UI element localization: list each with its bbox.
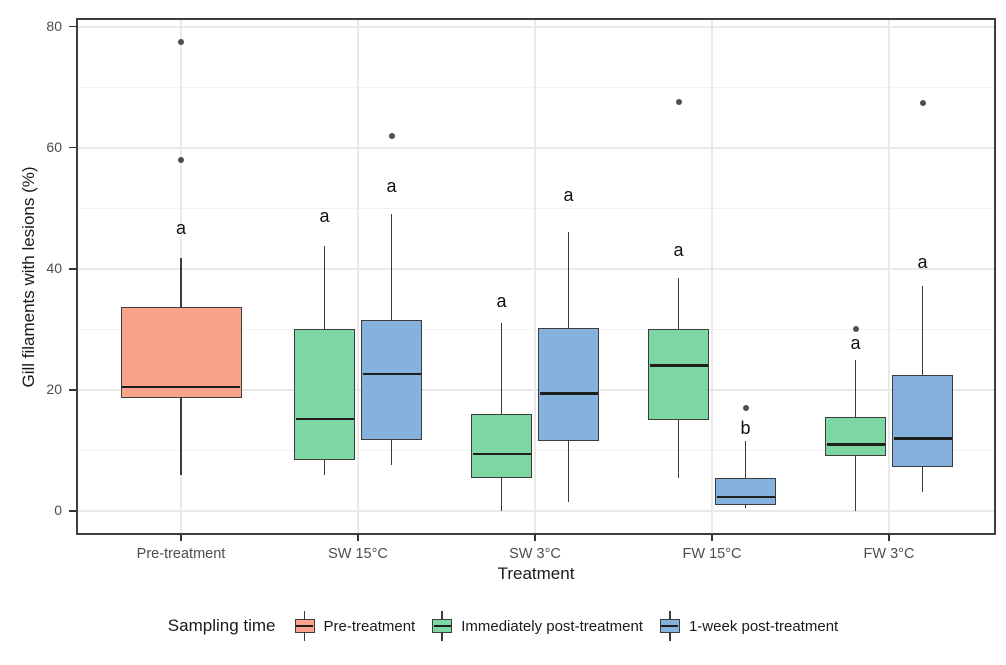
significance-letter: a [563, 185, 574, 206]
outlier-point [178, 38, 184, 45]
legend-key-boxplot-icon [294, 611, 316, 641]
y-tick-label: 0 [54, 502, 62, 518]
legend-key-median [661, 625, 679, 627]
significance-letter: a [386, 176, 397, 196]
outlier-point [675, 99, 682, 106]
box [892, 374, 953, 468]
box-median [295, 417, 354, 421]
outlier-point [852, 326, 859, 333]
box-median [539, 392, 598, 395]
legend-item: 1-week post-treatment [659, 611, 838, 641]
box [715, 478, 776, 505]
box-median [122, 385, 240, 389]
legend-item: Immediately post-treatment [431, 611, 643, 641]
x-tick [888, 535, 890, 541]
box-median [716, 495, 775, 499]
x-tick [357, 535, 359, 541]
x-tick-label: SW 15°C [328, 546, 388, 562]
box-whisker [744, 441, 747, 508]
box [471, 414, 532, 478]
gridline-minor [76, 207, 996, 209]
x-tick-label: FW 15°C [682, 546, 742, 562]
legend-item-label: 1-week post-treatment [688, 617, 839, 635]
box [825, 417, 886, 457]
box [120, 306, 242, 399]
gridline-vertical [711, 18, 713, 535]
y-tick-label: 40 [46, 259, 62, 276]
legend-item: Pre-treatment [294, 611, 416, 641]
box-median [362, 372, 421, 376]
x-tick-label: FW 3°C [863, 546, 915, 562]
significance-letter: a [496, 291, 507, 312]
y-axis-title: Gill filaments with lesions (%) [19, 166, 38, 388]
significance-letter: a [319, 206, 330, 227]
gridline-major [76, 267, 996, 270]
outlier-point [919, 99, 926, 106]
y-tick-label: 80 [46, 17, 62, 34]
legend-key-boxplot-icon [659, 611, 681, 641]
x-tick-label: Pre-treatment [136, 546, 226, 562]
significance-letter: a [175, 218, 186, 239]
y-tick [69, 146, 76, 149]
y-tick [69, 510, 76, 512]
y-tick-label: 60 [46, 138, 62, 155]
gridline-major [76, 388, 996, 391]
box-median [826, 443, 885, 446]
gridline-major [76, 146, 996, 149]
box [538, 328, 599, 441]
outlier-point [388, 132, 395, 139]
legend-key-median [296, 625, 314, 627]
x-tick [180, 535, 182, 541]
gridline-minor [76, 449, 996, 451]
gridline-minor [76, 86, 996, 88]
x-tick [711, 535, 713, 541]
x-tick-label: SW 3°C [509, 546, 561, 562]
y-tick-label: 20 [46, 380, 62, 397]
gridline-major [76, 510, 996, 512]
legend-title: Sampling time [167, 616, 276, 635]
outlier-point [742, 405, 749, 412]
y-tick [69, 268, 76, 270]
legend-item-label: Immediately post-treatment [461, 617, 643, 635]
gridline-vertical [357, 18, 359, 535]
gridline-vertical [534, 18, 536, 535]
significance-letter: b [740, 418, 751, 439]
box-median [472, 452, 531, 456]
legend-item-label: Pre-treatment [323, 617, 416, 635]
legend: Sampling time Pre-treatment Immediately p… [0, 608, 1006, 644]
legend-key-median [433, 625, 451, 627]
gridline-vertical [888, 18, 890, 535]
box [648, 329, 709, 421]
gridline-minor [76, 328, 996, 330]
y-tick [69, 25, 76, 28]
legend-key-boxplot-icon [431, 611, 453, 641]
box [294, 329, 355, 460]
significance-letter: a [917, 251, 928, 272]
box-median [649, 364, 708, 367]
outlier-point [178, 156, 184, 163]
y-tick [69, 389, 76, 391]
significance-letter: a [673, 239, 684, 260]
plot-panel: a a a a a a b a a [76, 18, 996, 535]
box [361, 320, 422, 440]
gridline-major [76, 25, 996, 28]
significance-letter: a [850, 333, 861, 354]
box-median [893, 437, 952, 440]
x-tick [534, 535, 536, 541]
x-axis-title: Treatment [497, 564, 575, 583]
